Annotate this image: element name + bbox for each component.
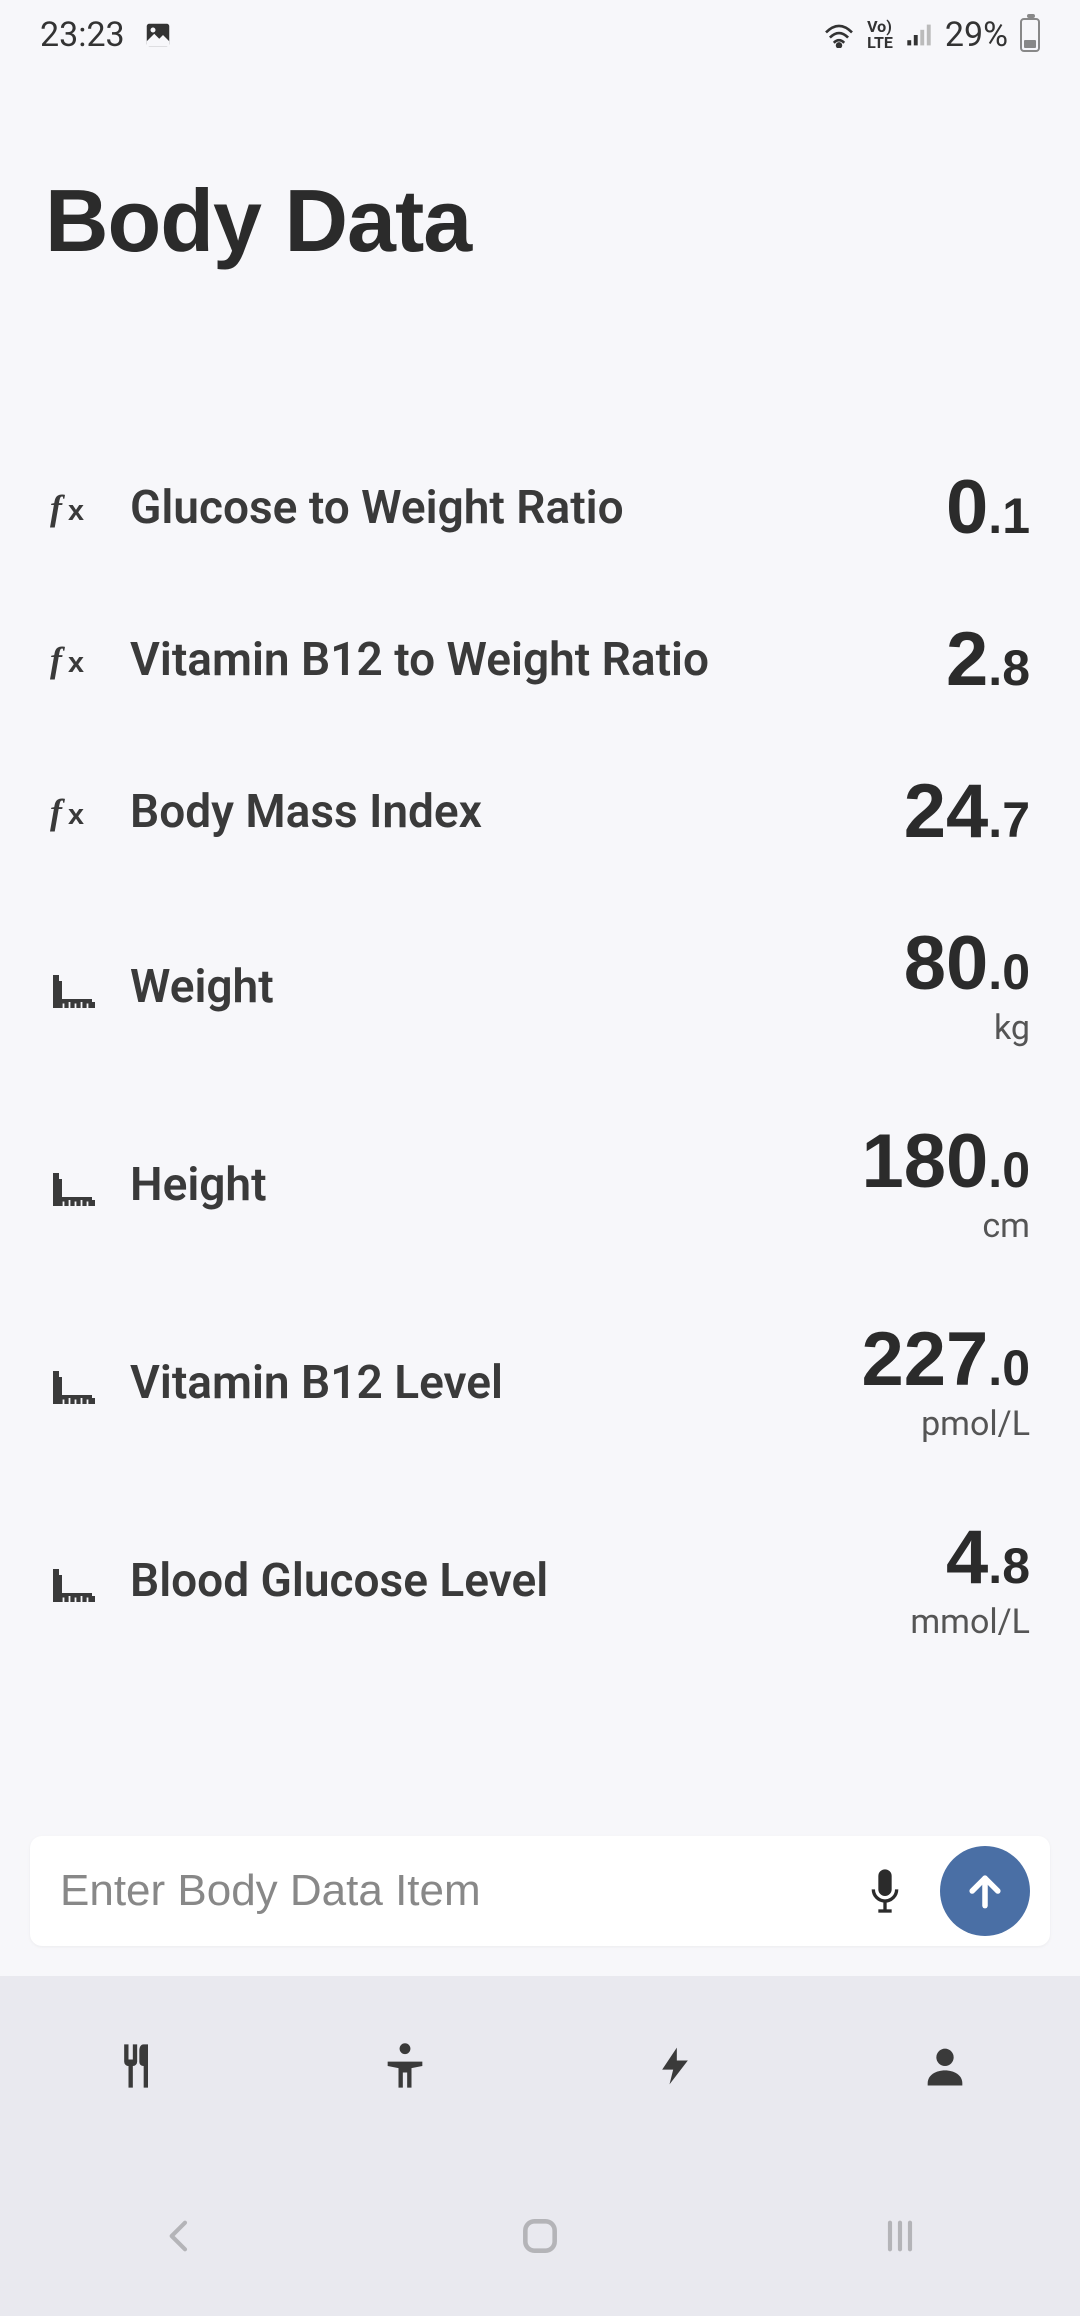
body-icon <box>379 2040 431 2092</box>
food-tab[interactable] <box>0 1976 270 2156</box>
svg-text:f: f <box>50 488 65 528</box>
metric-label: Glucose to Weight Ratio <box>110 481 946 535</box>
wifi-icon <box>823 22 855 48</box>
metric-value: 227.0 <box>861 1322 1030 1398</box>
metric-value: 24.7 <box>904 774 1030 850</box>
metric-label: Weight <box>110 960 904 1014</box>
metric-row[interactable]: Height180.0 cm <box>50 1086 1030 1284</box>
ruler-icon <box>50 963 110 1011</box>
image-icon <box>143 20 173 50</box>
svg-text:f: f <box>50 792 65 832</box>
metric-value-wrap: 80.0 kg <box>904 926 1030 1048</box>
energy-icon <box>653 2040 697 2092</box>
metric-value: 80.0 <box>904 926 1030 1002</box>
mic-button[interactable] <box>850 1856 920 1926</box>
svg-text:x: x <box>68 495 84 527</box>
battery-icon <box>1020 18 1040 52</box>
system-recents-button[interactable] <box>865 2201 935 2271</box>
metric-row[interactable]: Blood Glucose Level 4.8 mmol/L <box>50 1482 1030 1680</box>
ruler-icon <box>50 1557 110 1605</box>
metric-label: Vitamin B12 Level <box>110 1356 861 1410</box>
formula-icon: fx <box>50 640 110 680</box>
profile-tab[interactable] <box>810 1976 1080 2156</box>
metrics-list: fxGlucose to Weight Ratio0.1fxVitamin B1… <box>0 312 1080 1680</box>
svg-text:x: x <box>68 647 84 679</box>
metric-value: 4.8 <box>946 1520 1030 1596</box>
metric-label: Vitamin B12 to Weight Ratio <box>110 633 946 687</box>
metric-row[interactable]: fxGlucose to Weight Ratio0.1 <box>50 432 1030 584</box>
battery-percent: 29% <box>945 15 1008 55</box>
metric-label: Height <box>110 1158 861 1212</box>
metric-value: 2.8 <box>946 622 1030 698</box>
metric-unit: cm <box>982 1206 1030 1246</box>
metric-value: 0.1 <box>946 470 1030 546</box>
metric-value-wrap: 180.0 cm <box>861 1124 1030 1246</box>
metric-value-wrap: 24.7 <box>904 774 1030 850</box>
metric-row[interactable]: fxVitamin B12 to Weight Ratio2.8 <box>50 584 1030 736</box>
metric-label: Body Mass Index <box>110 785 904 839</box>
ruler-icon <box>50 1359 110 1407</box>
energy-tab[interactable] <box>540 1976 810 2156</box>
submit-button[interactable] <box>940 1846 1030 1936</box>
metric-label: Blood Glucose Level <box>110 1554 910 1608</box>
formula-icon: fx <box>50 792 110 832</box>
metric-value-wrap: 2.8 <box>946 622 1030 698</box>
tab-bar <box>0 1976 1080 2156</box>
svg-text:x: x <box>68 799 84 831</box>
metric-unit: pmol/L <box>921 1404 1030 1444</box>
metric-row[interactable]: Vitamin B12 Level227.0 pmol/L <box>50 1284 1030 1482</box>
metric-unit: mmol/L <box>910 1602 1030 1642</box>
page-title: Body Data <box>0 70 1080 312</box>
system-back-button[interactable] <box>145 2201 215 2271</box>
status-time: 23:23 <box>40 15 125 55</box>
system-nav-bar <box>0 2156 1080 2316</box>
status-bar: 23:23 Vo)LTE 29% <box>0 0 1080 70</box>
metric-value: 180.0 <box>861 1124 1030 1200</box>
volte-icon: Vo)LTE <box>867 19 893 51</box>
metric-value-wrap: 0.1 <box>946 470 1030 546</box>
metric-unit: kg <box>994 1008 1030 1048</box>
metric-value-wrap: 4.8 mmol/L <box>910 1520 1030 1642</box>
signal-icon <box>905 22 933 48</box>
system-home-button[interactable] <box>505 2201 575 2271</box>
input-bar <box>30 1836 1050 1946</box>
formula-icon: fx <box>50 488 110 528</box>
ruler-icon <box>50 1161 110 1209</box>
body-tab[interactable] <box>270 1976 540 2156</box>
metric-row[interactable]: Weight80.0 kg <box>50 888 1030 1086</box>
metric-value-wrap: 227.0 pmol/L <box>861 1322 1030 1444</box>
svg-text:f: f <box>50 640 65 680</box>
profile-icon <box>919 2040 971 2092</box>
metric-row[interactable]: fxBody Mass Index24.7 <box>50 736 1030 888</box>
body-data-input[interactable] <box>60 1866 850 1916</box>
food-icon <box>109 2040 161 2092</box>
